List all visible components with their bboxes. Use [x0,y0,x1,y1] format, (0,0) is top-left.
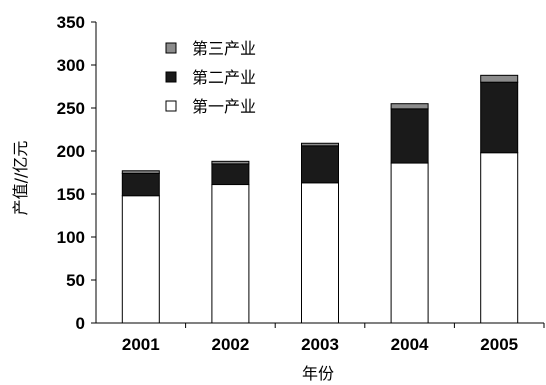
bar-segment-2003-series-2 [301,145,339,184]
y-tick-label: 100 [57,228,85,247]
bar-segment-2001-series-3 [121,170,160,174]
y-tick-label: 50 [66,271,85,290]
legend-label: 第一产业 [192,97,256,116]
x-ticks-group: 2001 2002 2003 2004 2005 [122,323,545,354]
x-axis-title: 年份 [302,364,334,383]
x-tick-label-2002: 2002 [211,335,249,354]
y-tick-label: 200 [57,142,85,161]
y-tick-label: 350 [57,13,85,32]
bar-segment-2001-series-2 [121,172,160,197]
x-tick-label-2001: 2001 [122,335,160,354]
y-tick-label: 150 [57,185,85,204]
bar-segment-2001-series-1 [121,195,160,324]
bar-segment-2004-series-3 [390,103,429,110]
y-tick-label: 0 [76,314,85,333]
legend-swatch [165,42,177,54]
bar-segment-2003-series-3 [301,142,339,147]
legend-swatch [165,100,177,112]
bar-segment-2005-series-1 [480,152,519,324]
y-tick-label: 300 [57,56,85,75]
x-tick-label-2003: 2003 [301,335,339,354]
y-ticks-group: 0 50 100 150 200 250 300 350 [57,13,96,333]
bar-segment-2005-series-2 [480,81,519,154]
legend-swatch [165,71,177,83]
bar-segment-2005-series-3 [480,74,519,83]
bar-segment-2002-series-2 [211,163,250,186]
bar-segment-2004-series-2 [390,108,429,164]
bar-segment-2003-series-1 [301,182,339,324]
bars-group [121,74,519,324]
bar-segment-2002-series-1 [211,184,250,324]
bar-segment-2004-series-1 [390,162,429,324]
y-axis-title: 产值//亿元 [11,141,30,216]
legend-label: 第二产业 [192,68,256,87]
legend-label: 第三产业 [192,39,256,58]
axes-group [95,22,544,324]
x-tick-label-2005: 2005 [480,335,518,354]
bar-segment-2002-series-3 [211,160,250,165]
x-tick-label-2004: 2004 [391,335,429,354]
y-tick-label: 250 [57,99,85,118]
